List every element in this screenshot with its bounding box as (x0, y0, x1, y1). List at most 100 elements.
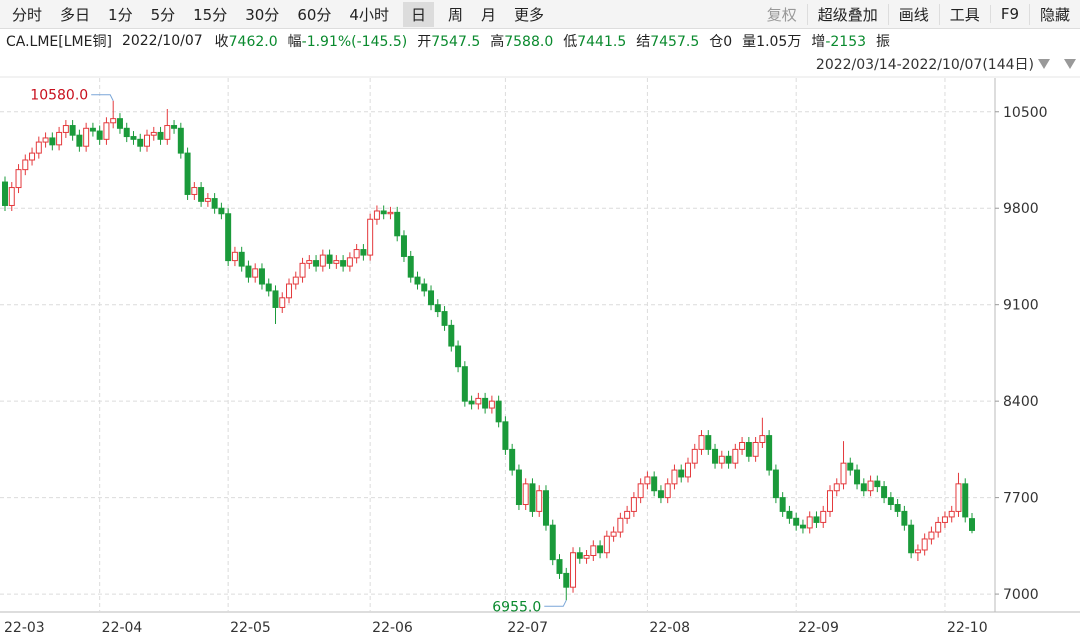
candle-body (211, 198, 218, 209)
candle-body (22, 159, 29, 171)
candle-body (15, 169, 22, 189)
candle-body (603, 535, 610, 554)
candle-body (171, 125, 178, 129)
candle-body (908, 524, 915, 554)
range-bar: 2022/03/14-2022/10/07(144日) (816, 53, 1080, 75)
tool-button[interactable]: F9 (989, 5, 1029, 23)
candle-body (664, 483, 671, 499)
candle-body (42, 137, 49, 143)
period-tab[interactable]: 分时 (12, 5, 43, 24)
quote-label: 低 (563, 34, 578, 50)
candle-body (833, 483, 840, 492)
candle-body (8, 187, 15, 206)
quote-value: -2153 (825, 34, 867, 50)
candle-body (83, 127, 90, 147)
annotation-leader (544, 600, 567, 607)
period-tab[interactable]: 30分 (245, 5, 280, 24)
candle-body (786, 510, 793, 519)
period-tab[interactable]: 更多 (514, 5, 545, 24)
period-tab[interactable]: 60分 (297, 5, 332, 24)
y-tick-label: 10500 (1003, 105, 1048, 121)
candle-body (272, 290, 279, 308)
candle-body (556, 559, 563, 574)
candle-body (894, 504, 901, 512)
candle-body (380, 210, 387, 215)
quote-item: 量1.05万 (742, 31, 801, 51)
candle-body (150, 131, 157, 136)
candle-body (313, 260, 320, 267)
date-range[interactable]: 2022/03/14-2022/10/07(144日) (815, 57, 1034, 73)
candle-body (353, 249, 360, 259)
tool-button[interactable]: 复权 (766, 5, 797, 24)
candle-body (536, 490, 543, 512)
candle-body (35, 141, 42, 154)
candle-body (799, 524, 806, 529)
candle-body (860, 483, 867, 492)
quote-item: 高7588.0 (490, 31, 553, 51)
candle-body (340, 260, 347, 267)
candle-body (955, 483, 962, 512)
candle-body (258, 268, 265, 285)
period-tab[interactable]: 月 (480, 5, 496, 24)
tool-buttons: 复权 超级叠加 画线 工具 F9 隐藏 (757, 0, 1080, 28)
candle-body (299, 262, 306, 278)
period-tab[interactable]: 15分 (193, 5, 228, 24)
candle-body (306, 260, 313, 264)
tool-button[interactable]: 画线 (887, 3, 939, 25)
candle-body (887, 497, 894, 506)
candle-body (813, 516, 820, 523)
quote-value: 7547.5 (431, 34, 481, 50)
candle-body (286, 283, 293, 299)
candle-body (826, 490, 833, 512)
candle-body (428, 290, 435, 306)
period-tab[interactable]: 4小时 (349, 5, 389, 24)
candle-body (766, 435, 773, 471)
candle-body (725, 455, 732, 464)
candle-body (644, 476, 651, 485)
tool-button[interactable]: 隐藏 (1028, 3, 1080, 25)
candle-body (89, 127, 96, 132)
candle-body (820, 510, 827, 523)
quote-label: 收 (214, 34, 229, 50)
quote-value: 7588.0 (504, 34, 554, 50)
candle-body (137, 138, 144, 147)
quote-date: 2022/10/07 (121, 33, 203, 49)
candle-body (157, 131, 164, 140)
candle-body (705, 435, 712, 450)
candle-body (515, 469, 522, 506)
quote-value: 1.05万 (756, 34, 802, 50)
period-tab[interactable]: 多日 (60, 5, 91, 24)
tool-button[interactable]: 超级叠加 (806, 3, 888, 25)
candle-body (678, 469, 685, 478)
candle-body (488, 400, 495, 409)
period-tab[interactable]: 日 (402, 1, 434, 27)
y-tick-label: 7700 (1003, 491, 1039, 507)
candle-body (806, 516, 813, 529)
candle-body (245, 265, 252, 278)
quote-label: 增 (811, 34, 826, 50)
candle-body (914, 549, 921, 554)
candle-body (948, 510, 955, 518)
candle-body (225, 213, 232, 262)
range-arrows[interactable] (1034, 56, 1080, 72)
x-tick-label: 22-09 (798, 620, 839, 636)
candle-body (962, 483, 969, 518)
quote-item: 仓0 (709, 31, 732, 51)
candle-body (238, 251, 245, 267)
period-tab[interactable]: 5分 (150, 5, 176, 24)
tool-button[interactable]: 工具 (938, 3, 990, 25)
candle-body (96, 130, 103, 140)
candle-body (319, 254, 326, 267)
candle-body (745, 441, 752, 457)
annotation: 6955.0 (492, 599, 541, 615)
quote-item: 幅-1.91%(-145.5) (288, 31, 408, 51)
candle-body (110, 118, 117, 124)
candle-body (387, 211, 394, 215)
period-tab[interactable]: 周 (447, 5, 463, 24)
candle-body (529, 483, 536, 512)
quote-bar: CA.LME[LME铜] 2022/10/07 收7462.0 幅-1.91%(-… (0, 29, 1080, 53)
period-tab[interactable]: 1分 (108, 5, 133, 24)
candle-body (854, 469, 861, 485)
